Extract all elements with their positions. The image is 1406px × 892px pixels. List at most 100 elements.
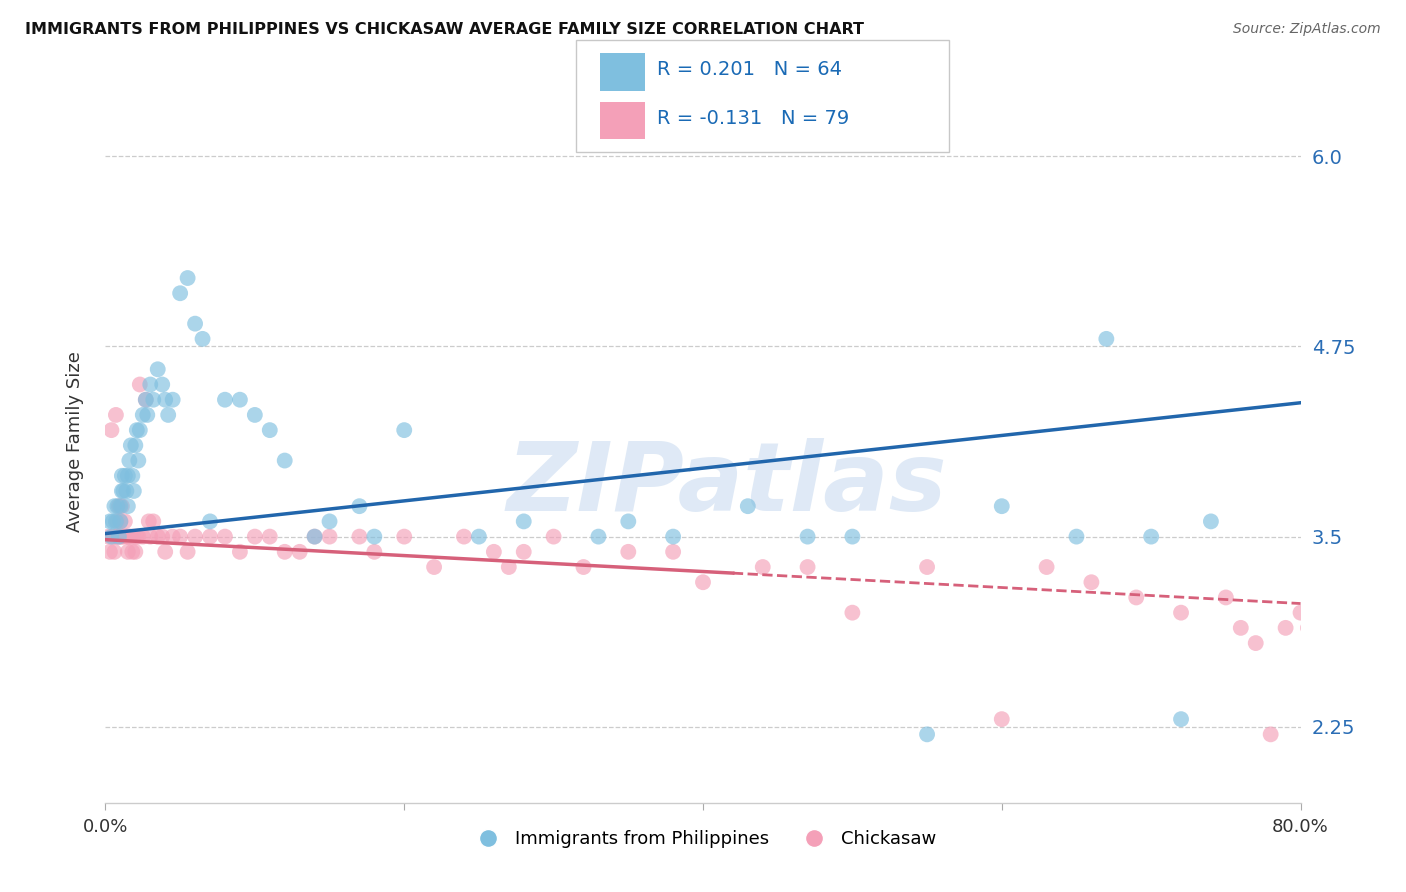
Point [122,483,145,498]
Point [1035,560,1057,574]
Point [191,332,214,346]
Point [841,530,863,544]
Point [115,483,138,498]
Point [1080,575,1102,590]
Point [101,515,124,529]
Point [243,408,266,422]
Text: R = 0.201   N = 64: R = 0.201 N = 64 [657,60,842,78]
Point [214,392,236,407]
Point [136,408,159,422]
Point [112,530,135,544]
Point [498,560,520,574]
Point [117,499,139,513]
Point [1229,621,1251,635]
Point [1170,712,1192,726]
Point [132,408,155,422]
Point [107,499,129,513]
Point [304,530,326,544]
Point [273,453,295,467]
Legend: Immigrants from Philippines, Chickasaw: Immigrants from Philippines, Chickasaw [463,822,943,855]
Point [1170,606,1192,620]
Point [135,392,157,407]
Point [132,530,155,544]
Point [153,545,177,559]
Point [1244,636,1267,650]
Point [98,545,121,559]
Point [157,408,180,422]
Point [125,530,148,544]
Point [98,515,121,529]
Point [318,530,340,544]
Text: Source: ZipAtlas.com: Source: ZipAtlas.com [1233,22,1381,37]
Point [162,392,184,407]
Point [120,530,142,544]
Point [100,423,122,437]
Point [662,545,685,559]
Point [468,530,491,544]
Point [1305,636,1327,650]
Point [1215,591,1237,605]
Point [176,545,198,559]
Point [229,392,252,407]
Point [124,545,146,559]
Point [121,545,143,559]
Point [128,377,150,392]
Point [662,530,685,544]
Point [138,515,160,529]
Point [214,530,236,544]
Point [169,530,191,544]
Point [146,530,169,544]
Point [184,530,207,544]
Point [124,438,146,452]
Point [104,530,127,544]
Point [796,530,818,544]
Point [101,530,124,544]
Point [114,468,136,483]
Point [103,499,125,513]
Point [1140,530,1163,544]
Text: R = -0.131   N = 79: R = -0.131 N = 79 [657,109,849,128]
Point [1260,727,1282,741]
Point [142,392,165,407]
Point [127,530,149,544]
Point [1066,530,1088,544]
Point [127,453,149,467]
Point [259,530,281,544]
Point [1274,621,1296,635]
Point [392,530,416,544]
Point [990,712,1012,726]
Point [111,468,134,483]
Point [100,530,122,544]
Point [108,499,131,513]
Point [617,515,640,529]
Point [110,515,132,529]
Point [198,515,221,529]
Point [117,468,139,483]
Point [482,545,505,559]
Point [392,423,416,437]
Point [588,530,610,544]
Point [104,515,127,529]
Point [453,530,475,544]
Point [97,530,120,544]
Point [146,362,169,376]
Point [118,453,141,467]
Point [288,545,311,559]
Y-axis label: Average Family Size: Average Family Size [66,351,84,532]
Point [107,530,129,544]
Point [349,499,371,513]
Point [150,377,173,392]
Point [153,392,177,407]
Point [990,499,1012,513]
Point [692,575,714,590]
Point [304,530,326,544]
Point [1289,606,1312,620]
Point [103,545,125,559]
Point [110,530,132,544]
Point [184,317,207,331]
Point [915,727,938,741]
Point [617,545,640,559]
Point [162,530,184,544]
Point [104,408,127,422]
Point [363,530,385,544]
